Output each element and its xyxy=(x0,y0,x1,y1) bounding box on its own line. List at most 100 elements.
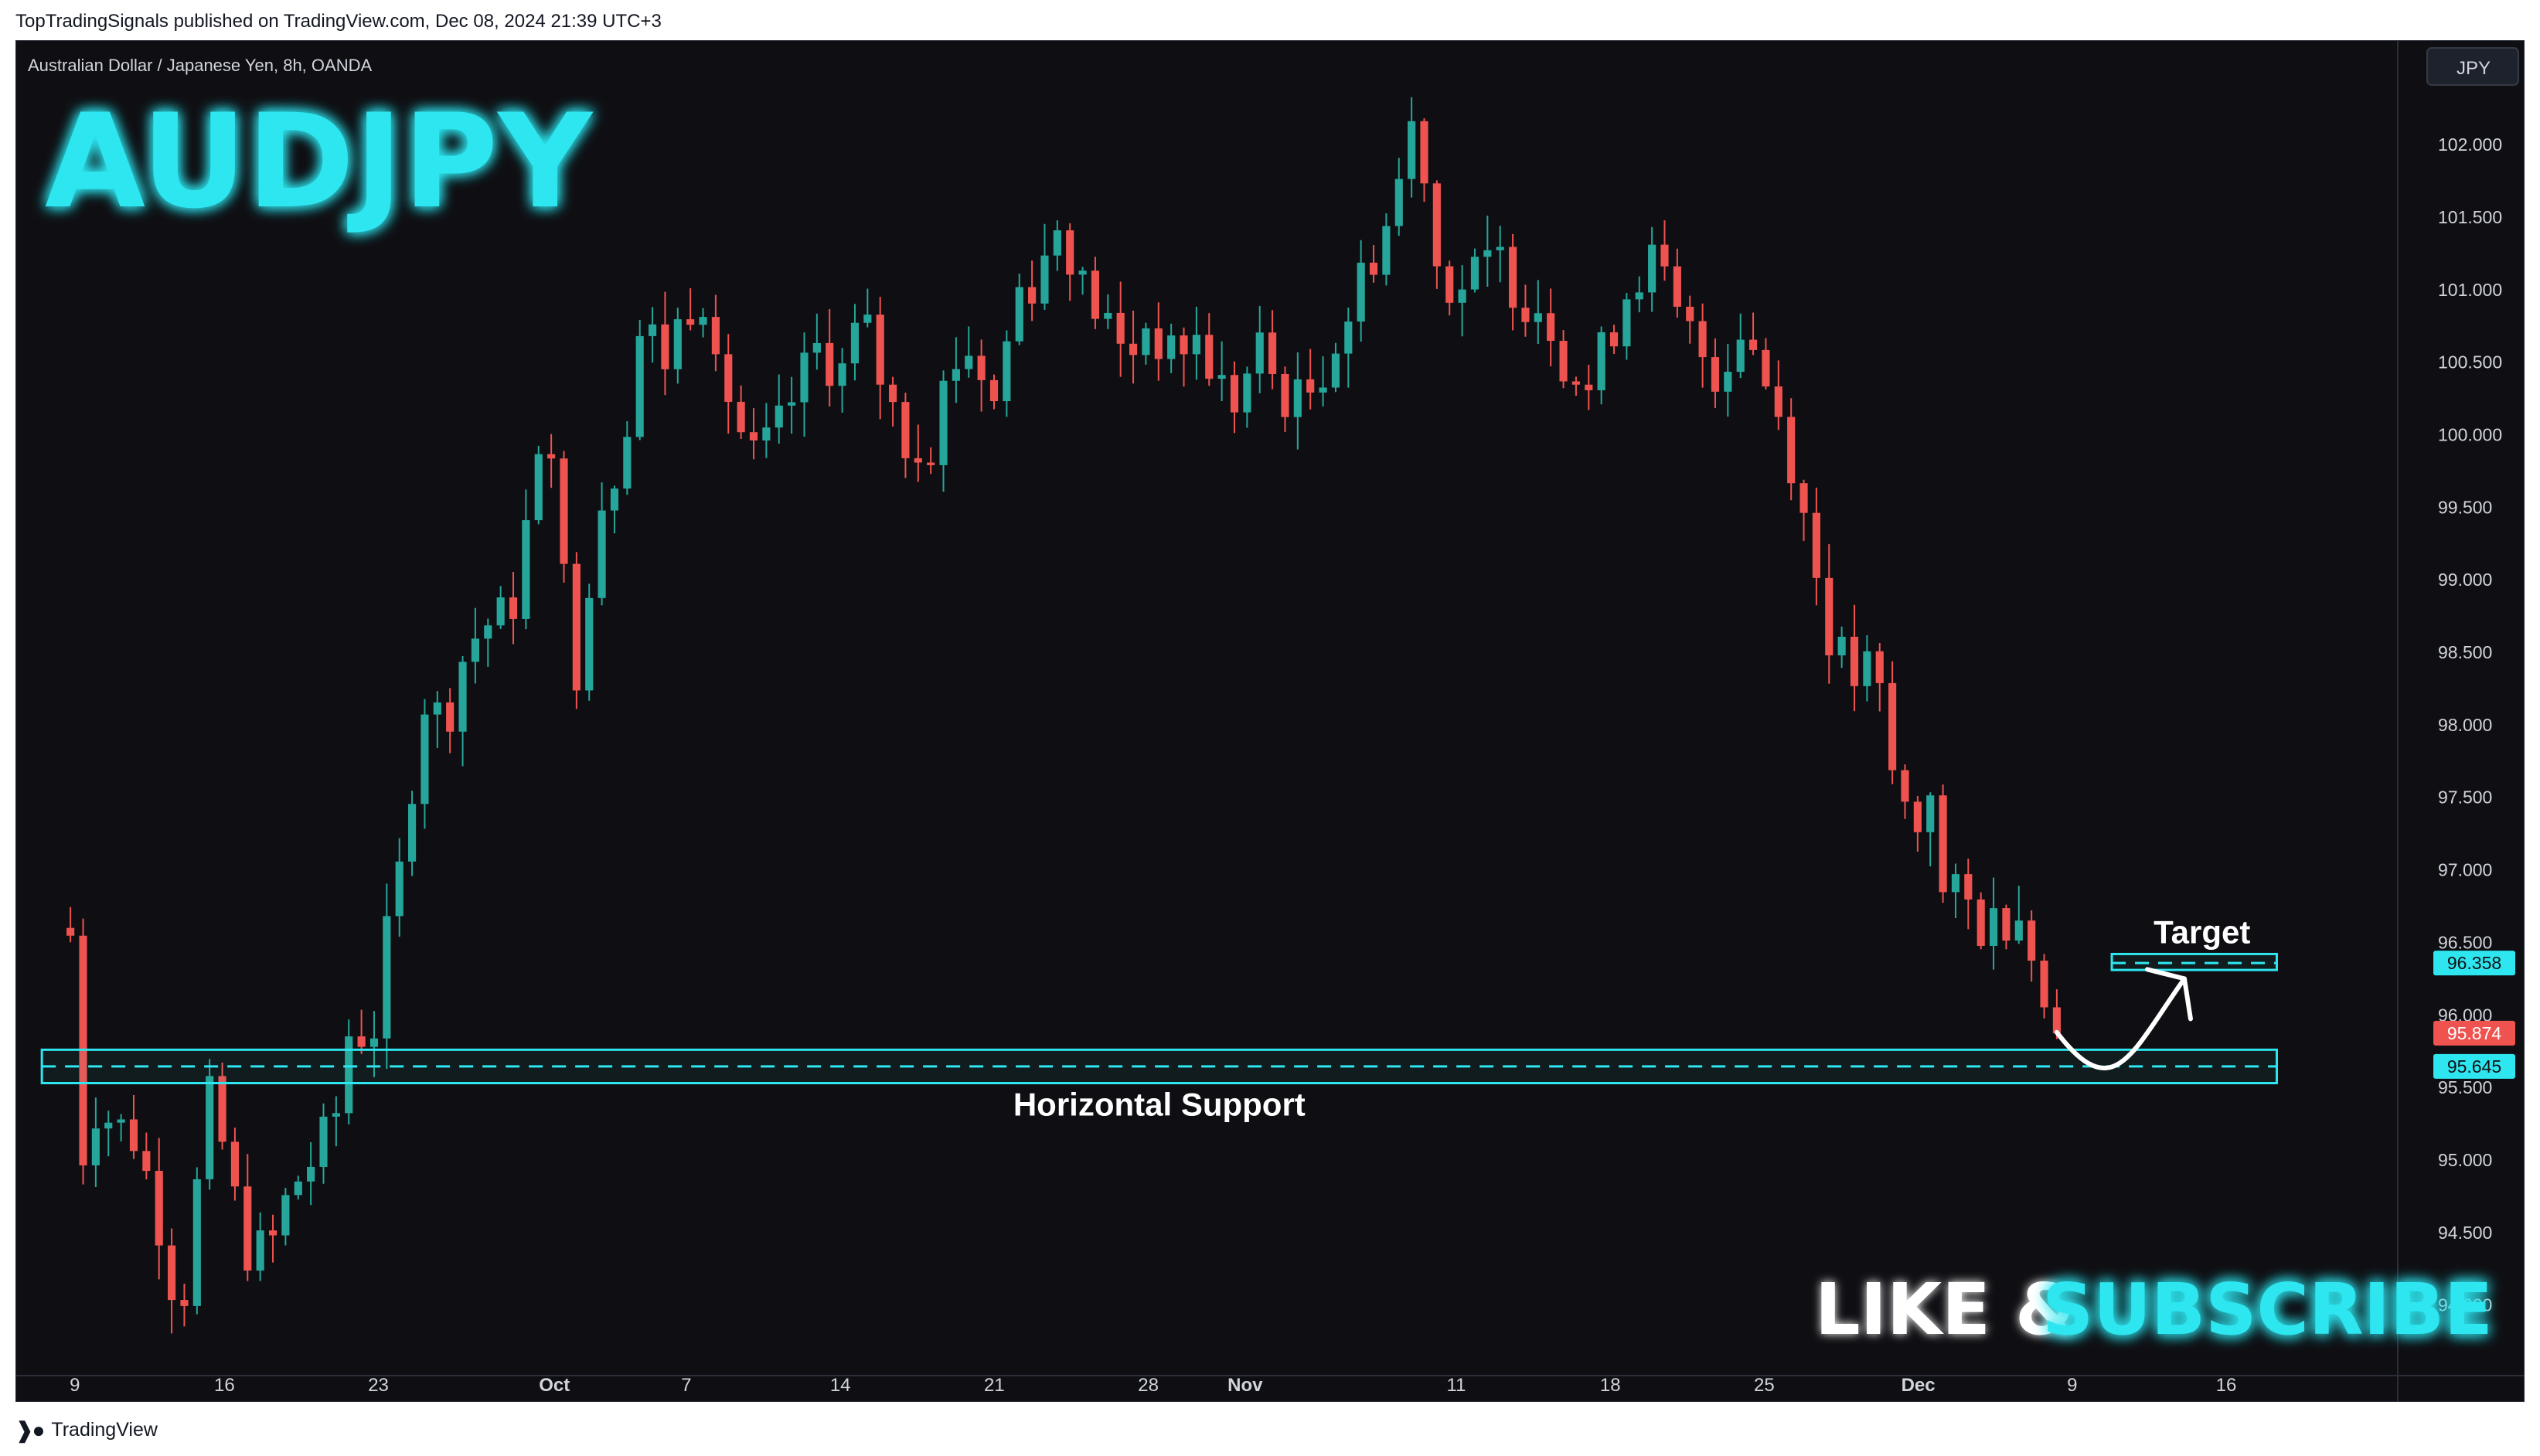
candle-body xyxy=(699,317,707,325)
candle-body xyxy=(91,1128,100,1165)
candle-body xyxy=(965,355,973,369)
price-label-box xyxy=(2433,1053,2515,1079)
candle-body xyxy=(2014,920,2023,941)
candle-body xyxy=(1888,682,1897,771)
candle-body xyxy=(850,322,860,364)
price-tick-label: 94.500 xyxy=(2438,1223,2492,1243)
candle-body xyxy=(711,317,720,355)
candle-body xyxy=(572,563,581,691)
candle-body xyxy=(522,520,530,619)
footer-brand-label: TradingView xyxy=(51,1419,158,1441)
candle-body xyxy=(294,1181,302,1196)
candle-body xyxy=(1205,335,1214,379)
candle-body xyxy=(1711,357,1720,392)
candle-body xyxy=(1534,313,1542,322)
time-tick-label: Nov xyxy=(1227,1375,1263,1396)
candle-body xyxy=(1243,373,1251,413)
candle-body xyxy=(1977,899,1985,946)
annotations-layer: Horizontal Support Target xyxy=(40,913,2278,1122)
candle-body xyxy=(1432,183,1441,267)
candle-body xyxy=(1875,651,1884,683)
candle-body xyxy=(1028,287,1037,304)
candle-body xyxy=(1129,343,1138,355)
candle-body xyxy=(142,1151,151,1172)
candle-body xyxy=(230,1141,240,1187)
candle-body xyxy=(1382,226,1391,275)
candle-body xyxy=(281,1195,290,1236)
price-label-box xyxy=(2433,951,2515,976)
instrument-label: Australian Dollar / Japanese Yen, 8h, OA… xyxy=(28,56,372,75)
candle-body xyxy=(888,384,897,403)
candle-body xyxy=(2028,920,2036,961)
candle-body xyxy=(332,1113,340,1117)
candle-body xyxy=(1142,328,1150,355)
candle-body xyxy=(1585,384,1593,390)
candle-body xyxy=(989,379,999,402)
candle-body xyxy=(192,1179,201,1306)
target-label: Target xyxy=(2154,913,2250,950)
candle-body xyxy=(749,432,758,441)
candle-body xyxy=(471,638,479,662)
candle-body xyxy=(775,405,783,428)
time-tick-label: 11 xyxy=(1447,1375,1466,1396)
candle-body xyxy=(686,319,695,325)
candle-body xyxy=(1509,247,1517,308)
candle-body xyxy=(598,510,606,598)
candle-body xyxy=(446,702,455,732)
candle-body xyxy=(1926,795,1935,832)
candle-body xyxy=(1116,312,1125,344)
price-tick-label: 101.000 xyxy=(2438,280,2502,300)
candle-body xyxy=(2040,961,2048,1008)
candle-body xyxy=(1648,244,1656,293)
price-label-text: 96.358 xyxy=(2447,953,2501,973)
candle-body xyxy=(496,597,505,626)
candle-body xyxy=(206,1076,214,1179)
candle-body xyxy=(1053,230,1061,256)
time-tick-label: 28 xyxy=(1138,1375,1159,1396)
candle-body xyxy=(788,402,796,406)
candle-body xyxy=(509,597,518,619)
candle-body xyxy=(1901,770,1909,802)
candle-body xyxy=(1040,255,1049,304)
candle-body xyxy=(1673,266,1681,307)
candle-body xyxy=(1357,262,1365,322)
time-tick-label: 16 xyxy=(214,1375,235,1396)
candle-body xyxy=(433,702,441,715)
candle-body xyxy=(1547,313,1555,342)
price-tick-label: 101.500 xyxy=(2438,207,2502,227)
time-tick-label: 18 xyxy=(1600,1375,1621,1396)
candle-body xyxy=(1951,874,1960,893)
candle-body xyxy=(1255,332,1264,374)
cta-subscribe: SUBSCRIBE xyxy=(2042,1268,2493,1351)
candle-body xyxy=(1306,379,1315,393)
candle-body xyxy=(1458,289,1466,303)
currency-button[interactable]: JPY xyxy=(2426,47,2519,86)
candle-body xyxy=(395,861,403,917)
candle-body xyxy=(661,324,669,369)
time-tick-label: 9 xyxy=(2067,1375,2077,1396)
candle-body xyxy=(1180,335,1188,355)
footer-brand[interactable]: ❱● TradingView xyxy=(15,1417,158,1443)
tradingview-logo-icon: ❱● xyxy=(15,1418,45,1442)
candle-body xyxy=(1736,339,1745,373)
time-tick-label: Dec xyxy=(1902,1375,1936,1396)
candle-body xyxy=(117,1119,125,1123)
candle-body xyxy=(345,1036,353,1114)
price-tick-label: 99.500 xyxy=(2438,497,2492,517)
price-tick-label: 96.500 xyxy=(2438,932,2492,952)
candle-body xyxy=(1660,244,1669,267)
support-label: Horizontal Support xyxy=(1013,1086,1306,1122)
candle-body xyxy=(1812,512,1820,578)
candlestick-chart[interactable]: Horizontal Support Target Australian Doll… xyxy=(15,40,2525,1402)
price-tick-label: 98.500 xyxy=(2438,642,2492,662)
candle-body xyxy=(1597,332,1605,390)
candle-body xyxy=(585,597,594,691)
candle-body xyxy=(1787,417,1796,484)
candle-body xyxy=(218,1076,226,1142)
candle-body xyxy=(1394,179,1403,226)
candle-body xyxy=(1192,335,1200,355)
candle-body xyxy=(1003,341,1011,402)
price-tick-label: 95.500 xyxy=(2438,1077,2492,1097)
candle-body xyxy=(268,1230,277,1236)
candle-body xyxy=(1837,636,1846,656)
